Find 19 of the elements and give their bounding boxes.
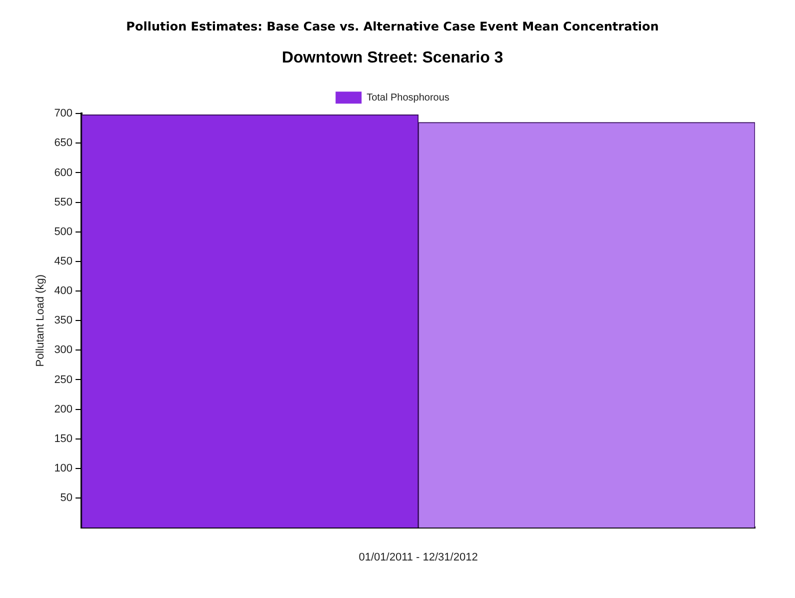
y-tick-label: 500 [54,226,73,238]
y-tick-label: 650 [54,137,73,150]
x-axis-title: 01/01/2011 - 12/31/2012 [358,551,478,564]
y-tick-label: 550 [54,196,73,208]
y-tick-label: 150 [54,432,73,445]
y-tick-label: 450 [54,255,73,268]
y-tick-label: 100 [54,462,73,474]
y-axis-title: Pollutant Load (kg) [34,274,47,367]
legend-label: Total Phosphorous [366,92,450,104]
y-tick-label: 250 [54,374,73,386]
y-tick-label: 300 [54,344,73,356]
y-tick-label: 50 [60,492,73,504]
chart-title: Pollution Estimates: Base Case vs. Alternative Case Event Mean Concentration [126,19,659,34]
y-tick-label: 350 [54,314,73,327]
y-tick-label: 700 [54,108,73,120]
y-tick-label: 400 [54,285,73,298]
y-tick-label: 600 [54,166,73,179]
chart-subtitle: Downtown Street: Scenario 3 [282,49,504,66]
y-tick-label: 200 [54,403,73,416]
